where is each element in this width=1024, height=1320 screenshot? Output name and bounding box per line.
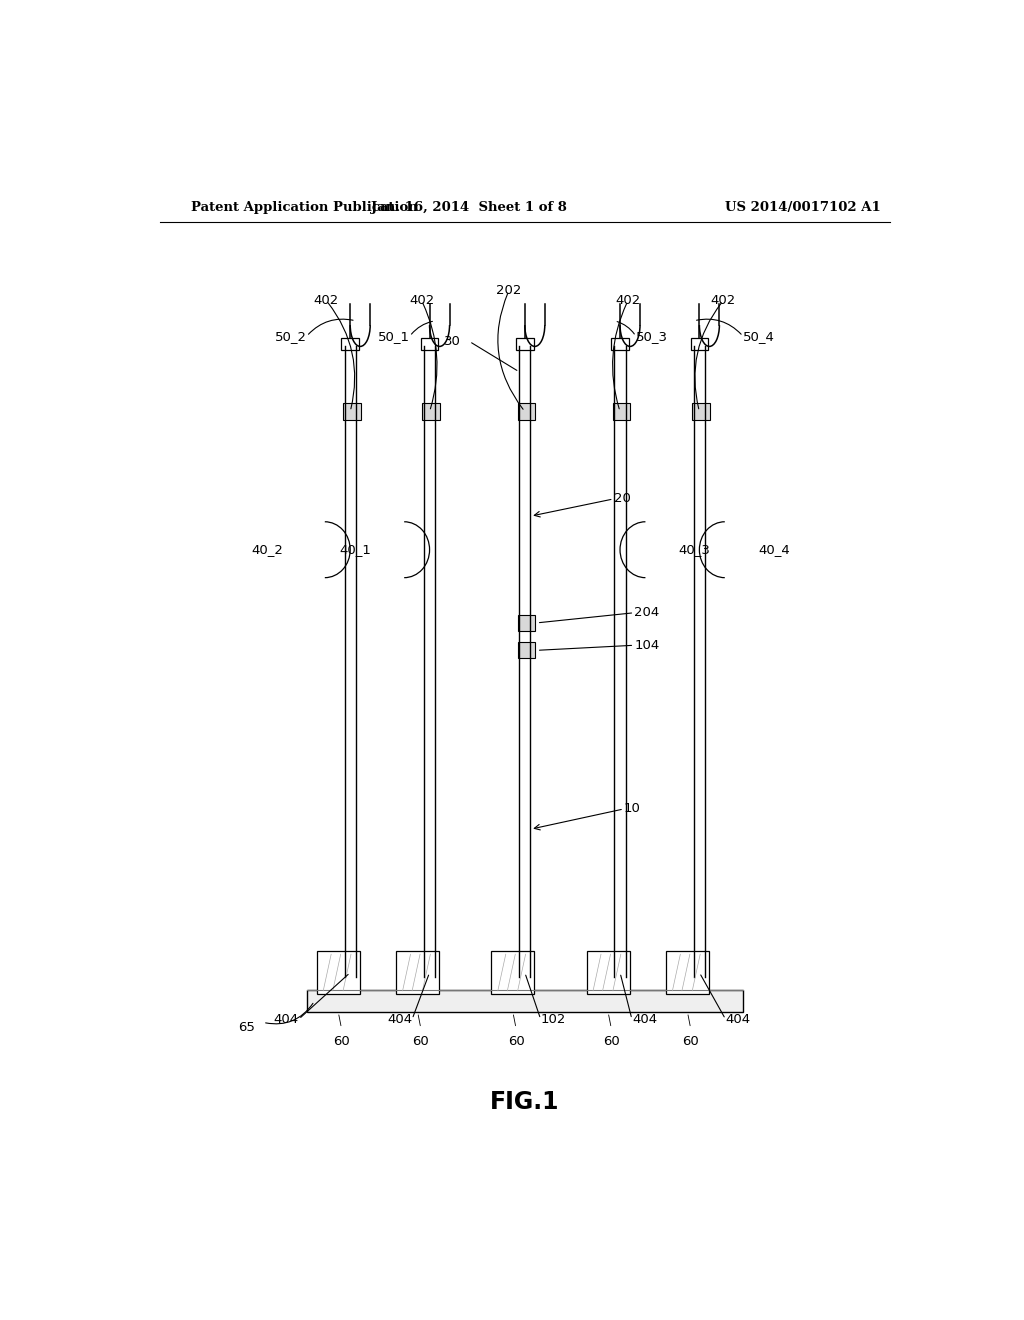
Text: 60: 60 — [682, 1035, 699, 1048]
Text: 60: 60 — [603, 1035, 620, 1048]
Text: 40_3: 40_3 — [679, 544, 711, 556]
Text: 404: 404 — [273, 1012, 299, 1026]
Text: 202: 202 — [497, 284, 521, 297]
Text: 10: 10 — [624, 803, 641, 816]
Bar — [518, 643, 536, 659]
Bar — [692, 404, 710, 420]
Bar — [518, 404, 536, 420]
Text: 65: 65 — [239, 1020, 255, 1034]
Text: 404: 404 — [387, 1012, 412, 1026]
Text: 404: 404 — [726, 1012, 751, 1026]
Text: 60: 60 — [508, 1035, 524, 1048]
Text: 30: 30 — [444, 335, 461, 348]
Text: Patent Application Publication: Patent Application Publication — [191, 201, 418, 214]
Text: 404: 404 — [632, 1012, 657, 1026]
Bar — [587, 952, 630, 994]
Bar — [611, 338, 629, 351]
Text: 40_1: 40_1 — [339, 544, 371, 556]
Text: 60: 60 — [413, 1035, 429, 1048]
Bar — [316, 952, 359, 994]
Text: 402: 402 — [313, 294, 339, 308]
Text: 40_4: 40_4 — [758, 544, 790, 556]
Bar — [343, 404, 360, 420]
Text: 204: 204 — [634, 606, 659, 619]
Bar — [423, 404, 440, 420]
Text: FIG.1: FIG.1 — [490, 1089, 559, 1114]
Bar — [306, 990, 743, 1012]
Text: 60: 60 — [333, 1035, 350, 1048]
Text: 402: 402 — [409, 294, 434, 308]
Text: 40_2: 40_2 — [252, 544, 284, 556]
Bar — [613, 404, 631, 420]
Bar — [421, 338, 438, 351]
Text: 20: 20 — [613, 492, 631, 506]
Text: 50_1: 50_1 — [378, 330, 410, 343]
Bar — [666, 952, 709, 994]
Bar — [690, 338, 709, 351]
Text: 50_3: 50_3 — [636, 330, 668, 343]
Bar — [492, 952, 535, 994]
Text: US 2014/0017102 A1: US 2014/0017102 A1 — [725, 201, 881, 214]
Text: 50_4: 50_4 — [743, 330, 775, 343]
Text: 104: 104 — [634, 639, 659, 652]
Text: 402: 402 — [711, 294, 736, 308]
Text: 402: 402 — [615, 294, 641, 308]
Text: 102: 102 — [541, 1012, 566, 1026]
Bar — [396, 952, 439, 994]
Text: 50_2: 50_2 — [274, 330, 306, 343]
Bar — [516, 338, 534, 351]
Text: Jan. 16, 2014  Sheet 1 of 8: Jan. 16, 2014 Sheet 1 of 8 — [372, 201, 567, 214]
Bar — [341, 338, 359, 351]
Bar — [518, 615, 536, 631]
